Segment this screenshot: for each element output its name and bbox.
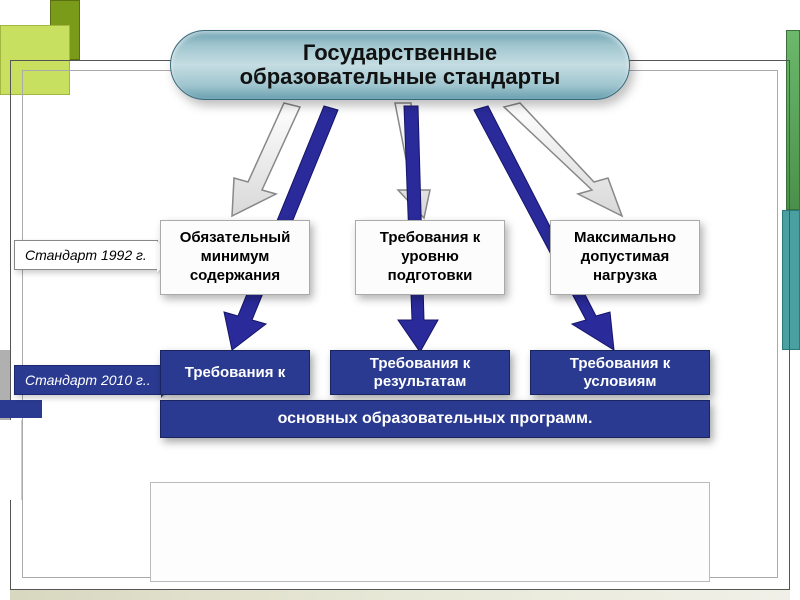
label-standard-1992: Стандарт 1992 г. <box>14 240 158 270</box>
box-2010-req-conditions: Требования к условиям <box>530 350 710 395</box>
box-1992-2-text: Требования к уровню подготовки <box>364 229 496 285</box>
label-2010-text: Стандарт 2010 г.. <box>25 372 151 388</box>
box-2010-wide-text: основных образовательных программ. <box>278 409 593 428</box>
box-1992-1-text: Обязательный минимум содержания <box>169 229 301 285</box>
box-2010-1-text: Требования к <box>185 364 285 382</box>
title-line2: образовательные стандарты <box>240 65 561 89</box>
decor-bottom-strip <box>10 590 790 600</box>
box-1992-max-load: Максимально допустимая нагрузка <box>550 220 700 295</box>
box-1992-min-content: Обязательный минимум содержания <box>160 220 310 295</box>
box-1992-requirements-level: Требования к уровню подготовки <box>355 220 505 295</box>
bottom-panel <box>150 482 710 582</box>
box-2010-req-1: Требования к <box>160 350 310 395</box>
label-1992-text: Стандарт 1992 г. <box>25 247 147 263</box>
title-pill: Государственные образовательные стандарт… <box>170 30 630 100</box>
label-standard-2010: Стандарт 2010 г.. <box>14 365 162 395</box>
box-2010-req-results: Требования к результатам <box>330 350 510 395</box>
title-line1: Государственные <box>240 41 561 65</box>
box-2010-2-text: Требования к результатам <box>339 355 501 391</box>
decor-left-blue <box>0 400 42 418</box>
box-2010-3-text: Требования к условиям <box>539 355 701 391</box>
box-2010-wide: основных образовательных программ. <box>160 400 710 438</box>
box-1992-3-text: Максимально допустимая нагрузка <box>559 229 691 285</box>
decor-left-white <box>0 420 22 500</box>
